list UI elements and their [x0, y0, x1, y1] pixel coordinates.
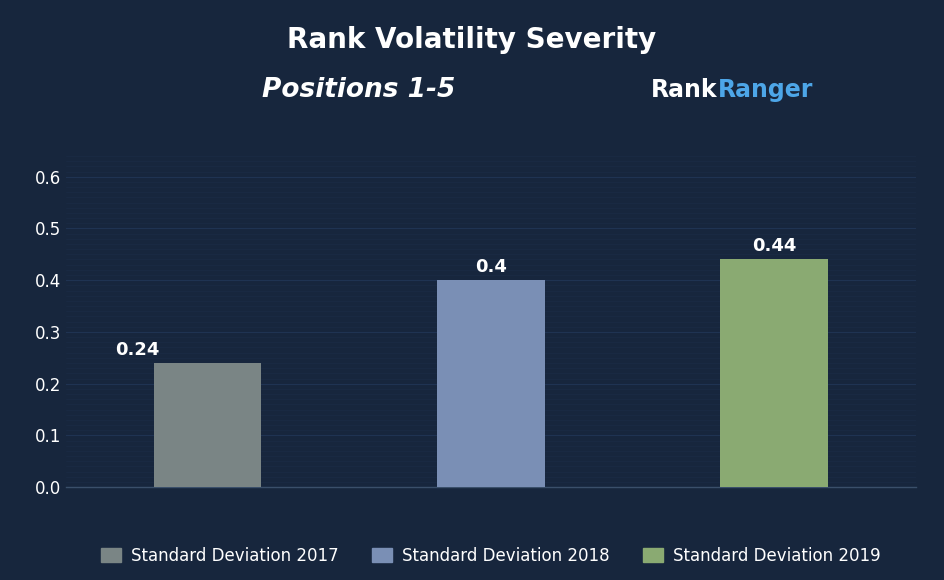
Text: Positions 1-5: Positions 1-5: [262, 77, 455, 103]
Text: 0.24: 0.24: [114, 341, 160, 359]
Text: Rank: Rank: [650, 78, 717, 102]
Text: Rank Volatility Severity: Rank Volatility Severity: [287, 26, 657, 54]
Bar: [437, 280, 545, 487]
Text: 0.4: 0.4: [475, 258, 507, 276]
Legend: Standard Deviation 2017, Standard Deviation 2018, Standard Deviation 2019: Standard Deviation 2017, Standard Deviat…: [93, 538, 889, 573]
Bar: [154, 363, 261, 487]
Text: 0.44: 0.44: [751, 237, 797, 255]
Text: Ranger: Ranger: [717, 78, 813, 102]
Bar: [720, 259, 828, 487]
